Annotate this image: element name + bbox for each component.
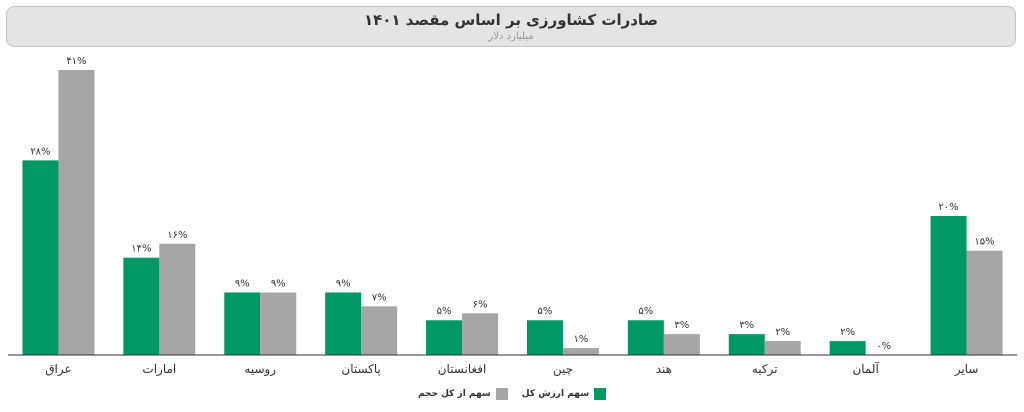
data-label-value-share-3: ۹% [336, 278, 351, 289]
legend-swatch-volume-share [495, 388, 508, 400]
data-label-value-share-5: ۵% [538, 306, 553, 317]
legend-swatch-value-share [594, 388, 607, 400]
data-label-volume-share-9: ۱۵% [974, 237, 994, 248]
legend-item-value-share: سهم ارزش کل [521, 388, 607, 400]
bar-value-share-2 [224, 292, 261, 355]
bar-volume-share-5 [562, 348, 599, 355]
bar-value-share-3 [325, 292, 362, 355]
bar-volume-share-1 [159, 243, 196, 355]
bar-volume-share-7 [764, 341, 801, 355]
data-label-volume-share-1: ۱۶% [167, 230, 187, 241]
bar-value-share-4 [426, 320, 463, 355]
x-tick-label-4: افغانستان [438, 362, 487, 376]
data-label-value-share-1: ۱۴% [131, 244, 151, 255]
chart-subtitle: میلیارد دلار [488, 31, 534, 42]
data-label-volume-share-8: ۰% [876, 341, 891, 352]
legend-label-volume-share: سهم از کل حجم [417, 389, 491, 399]
bar-volume-share-6 [663, 334, 700, 355]
data-label-volume-share-7: ۲% [775, 327, 790, 338]
x-tick-label-1: امارات [142, 362, 176, 377]
data-label-volume-share-5: ۱% [574, 334, 589, 345]
data-label-volume-share-4: ۶% [473, 299, 488, 310]
data-label-volume-share-6: ۳% [674, 320, 689, 331]
bar-value-share-7 [728, 334, 765, 355]
data-label-value-share-7: ۳% [739, 320, 754, 331]
bar-volume-share-9 [966, 250, 1003, 355]
chart-header: صادرات کشاورزی بر اساس مقصد ۱۴۰۱ میلیارد… [6, 6, 1016, 47]
data-label-value-share-8: ۲% [840, 327, 855, 338]
data-label-volume-share-0: ۴۱% [66, 56, 86, 67]
data-label-value-share-2: ۹% [235, 278, 250, 289]
data-label-value-share-9: ۲۰% [938, 202, 958, 213]
x-tick-label-7: ترکیه [752, 362, 778, 377]
bar-value-share-1 [123, 257, 160, 355]
data-label-value-share-6: ۵% [638, 306, 653, 317]
bar-value-share-5 [526, 320, 563, 355]
x-tick-label-2: روسیه [244, 362, 276, 377]
x-tick-label-8: آلمان [852, 361, 879, 376]
legend: سهم ارزش کل سهم از کل حجم [0, 385, 1024, 403]
bar-value-share-6 [627, 320, 664, 355]
legend-label-value-share: سهم ارزش کل [521, 389, 590, 399]
x-tick-label-3: پاکستان [341, 362, 381, 376]
bar-volume-share-4 [462, 313, 499, 355]
bar-value-share-8 [829, 341, 866, 355]
chart-title: صادرات کشاورزی بر اساس مقصد ۱۴۰۱ [363, 11, 659, 29]
data-label-value-share-0: ۲۸% [30, 146, 50, 157]
bar-value-share-9 [930, 215, 967, 355]
bar-volume-share-2 [260, 292, 297, 355]
bar-volume-share-0 [58, 70, 95, 355]
x-tick-label-6: هند [656, 362, 672, 376]
data-label-volume-share-2: ۹% [271, 278, 286, 289]
bar-volume-share-3 [361, 306, 398, 355]
legend-item-volume-share: سهم از کل حجم [418, 388, 508, 400]
x-tick-label-5: چین [553, 362, 573, 377]
x-tick-label-9: سایر [954, 362, 979, 377]
x-tick-label-0: عراق [45, 362, 71, 377]
data-label-volume-share-3: ۷% [372, 292, 387, 303]
data-label-value-share-4: ۵% [437, 306, 452, 317]
bar-value-share-0 [22, 160, 59, 355]
